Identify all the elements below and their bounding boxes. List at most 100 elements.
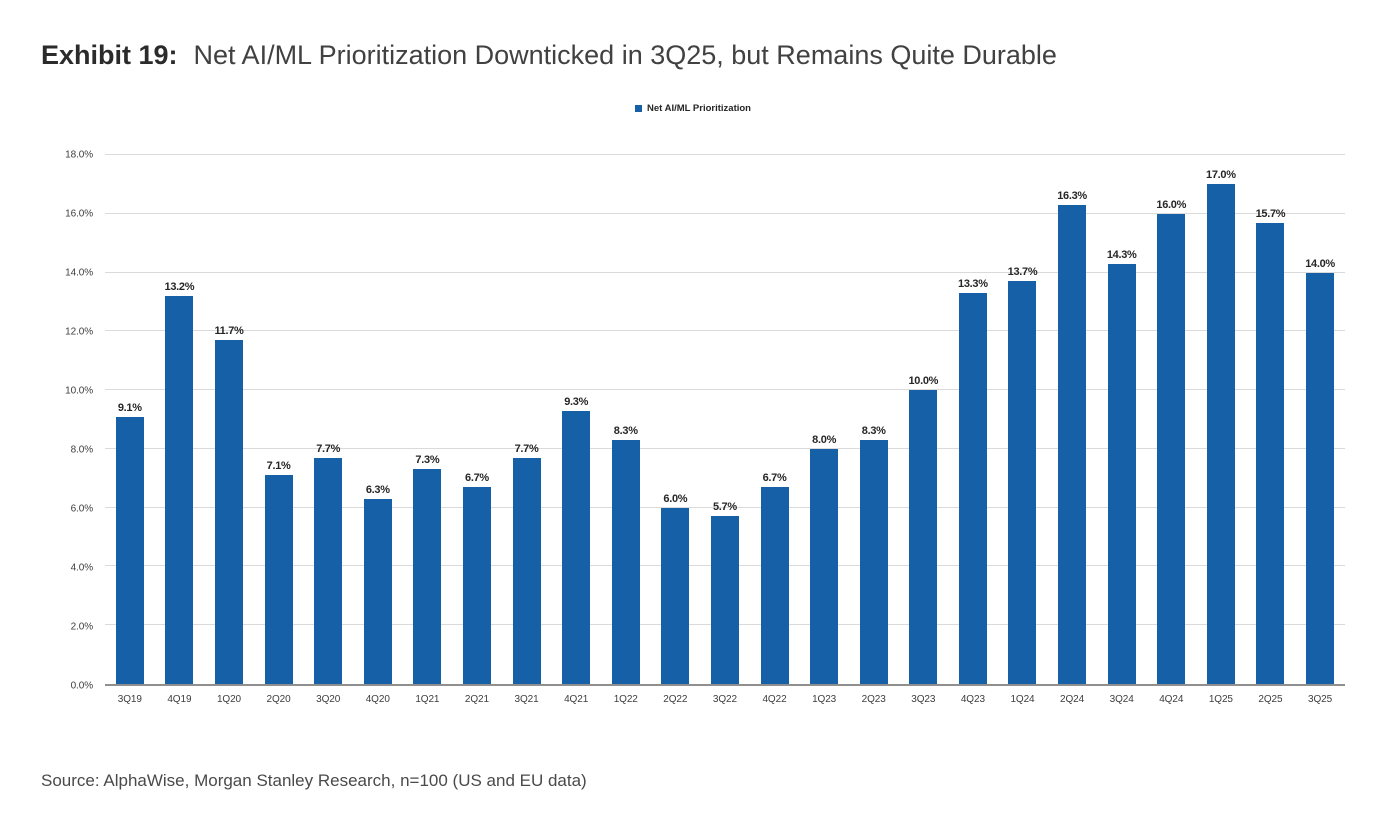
x-tick-label: 3Q25 <box>1308 694 1333 705</box>
bar-value-label: 6.7% <box>465 472 489 485</box>
bar-chart: 0.0% 2.0% 4.0% 6.0% 8.0% 10.0% 12.0% 14.0% 16.0%… <box>40 150 1345 692</box>
bar-slot: 14.3% <box>1097 155 1147 684</box>
bar <box>264 475 293 684</box>
x-tick-label: 3Q22 <box>712 694 737 705</box>
bar-value-label: 5.7% <box>712 501 737 514</box>
bar <box>1058 204 1087 684</box>
bar-slot: 13.2% <box>155 155 205 684</box>
bar-slot: 14.0% <box>1295 155 1345 684</box>
bar <box>909 390 938 684</box>
bar-slot: 8.3% <box>849 155 899 684</box>
bar <box>1008 281 1037 684</box>
bar-slot: 11.7% <box>204 155 254 684</box>
bar-slot: 6.7% <box>452 155 502 684</box>
x-tick-label: 1Q20 <box>216 694 242 705</box>
x-tick-label: 4Q23 <box>960 694 985 705</box>
bar-value-label: 16.0% <box>1156 198 1187 211</box>
bar-value-label: 11.7% <box>214 325 244 338</box>
bar-value-label: 7.1% <box>266 460 291 473</box>
bar-value-label: 7.7% <box>316 442 341 455</box>
bar-value-label: 15.7% <box>1255 207 1286 220</box>
source-note: Source: AlphaWise, Morgan Stanley Resear… <box>41 771 587 790</box>
bar-slot: 6.0% <box>651 155 701 684</box>
bar-value-label: 9.1% <box>117 401 142 414</box>
plot-area: 9.1% 13.2% 11.7% 7.1% 7.7% 6.3% 7.3% 6.7% 7.7% 9.… <box>105 154 1345 686</box>
bar-value-label: 10.0% <box>908 375 939 388</box>
y-tick-label: 18.0% <box>65 149 93 161</box>
x-tick-label: 3Q23 <box>911 694 936 705</box>
bar-slot: 8.3% <box>601 155 651 684</box>
bar-slot: 8.0% <box>799 155 849 684</box>
bar <box>462 487 491 684</box>
bar-value-label: 6.7% <box>762 472 787 485</box>
bar-value-label: 9.3% <box>564 395 589 408</box>
bar-slot: 7.3% <box>403 155 453 684</box>
x-axis-spacer <box>40 694 105 705</box>
x-tick-label: 3Q24 <box>1109 694 1134 705</box>
gridline <box>105 506 1345 508</box>
bar-value-label: 13.3% <box>958 278 988 291</box>
x-axis-row: 3Q19 4Q19 1Q20 2Q20 3Q20 4Q20 1Q21 2Q21 3Q21 4Q21… <box>40 694 1345 705</box>
y-tick-label: 2.0% <box>70 621 94 633</box>
y-axis: 0.0% 2.0% 4.0% 6.0% 8.0% 10.0% 12.0% 14.0% 16.0%… <box>40 150 105 692</box>
x-tick-label: 1Q24 <box>1010 694 1035 705</box>
bar-value-label: 7.7% <box>514 442 539 455</box>
y-tick-label: 4.0% <box>70 562 94 574</box>
x-axis: 3Q19 4Q19 1Q20 2Q20 3Q20 4Q20 1Q21 2Q21 3Q21 4Q21… <box>105 694 1345 705</box>
exhibit-label: Exhibit 19: <box>41 40 178 70</box>
gridline <box>105 330 1345 332</box>
bar-slot: 13.7% <box>998 155 1048 684</box>
x-tick-label: 2Q21 <box>464 694 489 705</box>
x-tick-label: 1Q25 <box>1208 694 1233 705</box>
x-tick-label: 4Q21 <box>564 694 589 705</box>
bar-value-label: 8.3% <box>613 425 638 438</box>
y-tick-label: 14.0% <box>65 267 93 279</box>
x-tick-label: 3Q19 <box>117 694 142 705</box>
bar-value-label: 13.7% <box>1007 266 1038 279</box>
bar-slot: 16.0% <box>1146 155 1196 684</box>
legend-swatch-icon <box>635 105 642 112</box>
x-tick-label: 2Q23 <box>861 694 886 705</box>
legend-label: Net AI/ML Prioritization <box>647 103 751 114</box>
x-tick-label: 1Q21 <box>415 694 440 705</box>
bar-slot: 10.0% <box>899 155 949 684</box>
bar <box>413 469 442 684</box>
bar-value-label: 8.3% <box>861 425 886 438</box>
bar <box>958 293 987 684</box>
x-tick-label: 2Q22 <box>663 694 688 705</box>
y-tick-label: 6.0% <box>70 503 94 515</box>
x-tick-label: 1Q22 <box>613 694 638 705</box>
bar <box>859 440 888 684</box>
bar-slot: 16.3% <box>1047 155 1097 684</box>
bar <box>363 498 392 684</box>
gridline <box>105 154 1345 155</box>
y-tick-label: 16.0% <box>65 208 93 220</box>
bar-value-label: 6.3% <box>365 483 390 496</box>
exhibit-title: Exhibit 19: Net AI/ML Prioritization Down… <box>41 40 1057 71</box>
bar <box>214 340 243 684</box>
bars: 9.1% 13.2% 11.7% 7.1% 7.7% 6.3% 7.3% 6.7% 7.7% 9.… <box>105 155 1345 684</box>
gridline <box>105 447 1345 449</box>
bar-slot: 5.7% <box>700 155 750 684</box>
bar-value-label: 8.0% <box>812 433 837 446</box>
bar-value-label: 14.0% <box>1305 257 1335 270</box>
bar-slot: 7.7% <box>303 155 353 684</box>
bar-slot: 13.3% <box>948 155 998 684</box>
bar-slot: 7.1% <box>254 155 304 684</box>
bar <box>710 516 739 684</box>
bar <box>1107 263 1136 684</box>
bar-value-label: 6.0% <box>663 492 688 505</box>
bar <box>810 448 839 684</box>
y-tick-label: 0.0% <box>70 680 94 692</box>
bar <box>115 416 144 684</box>
x-tick-label: 4Q24 <box>1159 694 1184 705</box>
bar <box>611 440 640 684</box>
bar-slot: 6.7% <box>750 155 800 684</box>
bar <box>562 410 591 684</box>
bar-slot: 9.3% <box>551 155 601 684</box>
x-tick-label: 4Q22 <box>762 694 787 705</box>
bar <box>512 457 541 684</box>
x-tick-label: 4Q20 <box>365 694 390 705</box>
gridline <box>105 212 1345 214</box>
